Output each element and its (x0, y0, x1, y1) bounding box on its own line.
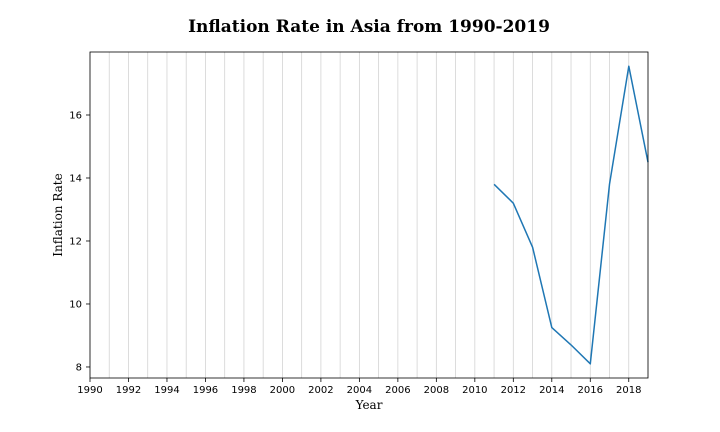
x-tick-label: 1994 (154, 385, 179, 396)
x-tick-label: 2012 (501, 385, 526, 396)
plot-frame (89, 51, 649, 379)
x-tick-label: 2014 (539, 385, 564, 396)
y-tick-label: 14 (69, 173, 82, 184)
series-line (493, 65, 649, 365)
y-axis-label: Inflation Rate (51, 173, 65, 256)
x-tick-label: 2018 (616, 385, 641, 396)
x-tick-label: 1998 (231, 385, 256, 396)
y-tick-label: 10 (69, 299, 82, 310)
grid (89, 52, 649, 378)
x-axis-ticks: 1990 1992 1994 1996 1998 2000 2002 2004 2006 2008… (77, 378, 641, 396)
x-tick-label: 2016 (578, 385, 603, 396)
chart-title: Inflation Rate in Asia from 1990-2019 (188, 17, 550, 37)
y-tick-label: 16 (69, 110, 82, 121)
x-tick-label: 1996 (193, 385, 218, 396)
y-tick-label: 8 (76, 362, 82, 373)
x-tick-label: 2006 (385, 385, 410, 396)
x-tick-label: 2004 (347, 385, 372, 396)
x-tick-label: 1990 (77, 385, 102, 396)
x-tick-label: 2000 (270, 385, 295, 396)
y-tick-label: 12 (69, 236, 82, 247)
x-axis-label: Year (355, 398, 383, 412)
x-tick-label: 2010 (462, 385, 487, 396)
x-tick-label: 1992 (116, 385, 141, 396)
x-tick-label: 2002 (308, 385, 333, 396)
x-tick-label: 2008 (424, 385, 449, 396)
series-layer (493, 65, 649, 365)
y-axis-ticks: 8 10 12 14 16 (69, 110, 90, 373)
